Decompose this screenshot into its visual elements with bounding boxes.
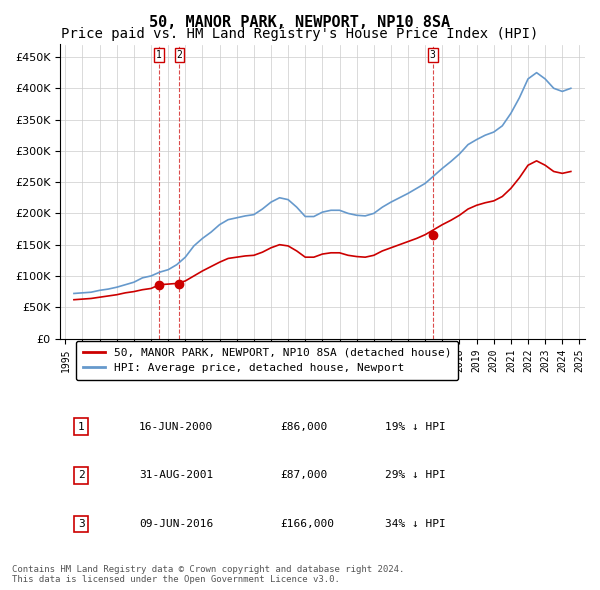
Text: 29% ↓ HPI: 29% ↓ HPI [385, 470, 446, 480]
Text: 3: 3 [430, 50, 436, 60]
Text: 50, MANOR PARK, NEWPORT, NP10 8SA: 50, MANOR PARK, NEWPORT, NP10 8SA [149, 15, 451, 30]
Text: £166,000: £166,000 [280, 519, 334, 529]
Text: £87,000: £87,000 [280, 470, 328, 480]
Text: 1: 1 [156, 50, 162, 60]
Text: 16-JUN-2000: 16-JUN-2000 [139, 422, 213, 432]
Text: 09-JUN-2016: 09-JUN-2016 [139, 519, 213, 529]
Text: 19% ↓ HPI: 19% ↓ HPI [385, 422, 446, 432]
Text: £86,000: £86,000 [280, 422, 328, 432]
Text: 34% ↓ HPI: 34% ↓ HPI [385, 519, 446, 529]
Text: 2: 2 [78, 470, 85, 480]
Text: 3: 3 [78, 519, 85, 529]
Text: Price paid vs. HM Land Registry's House Price Index (HPI): Price paid vs. HM Land Registry's House … [61, 27, 539, 41]
Text: 31-AUG-2001: 31-AUG-2001 [139, 470, 213, 480]
Text: 1: 1 [78, 422, 85, 432]
Text: Contains HM Land Registry data © Crown copyright and database right 2024.
This d: Contains HM Land Registry data © Crown c… [12, 565, 404, 584]
Legend: 50, MANOR PARK, NEWPORT, NP10 8SA (detached house), HPI: Average price, detached: 50, MANOR PARK, NEWPORT, NP10 8SA (detac… [76, 341, 458, 380]
Text: 2: 2 [176, 50, 182, 60]
